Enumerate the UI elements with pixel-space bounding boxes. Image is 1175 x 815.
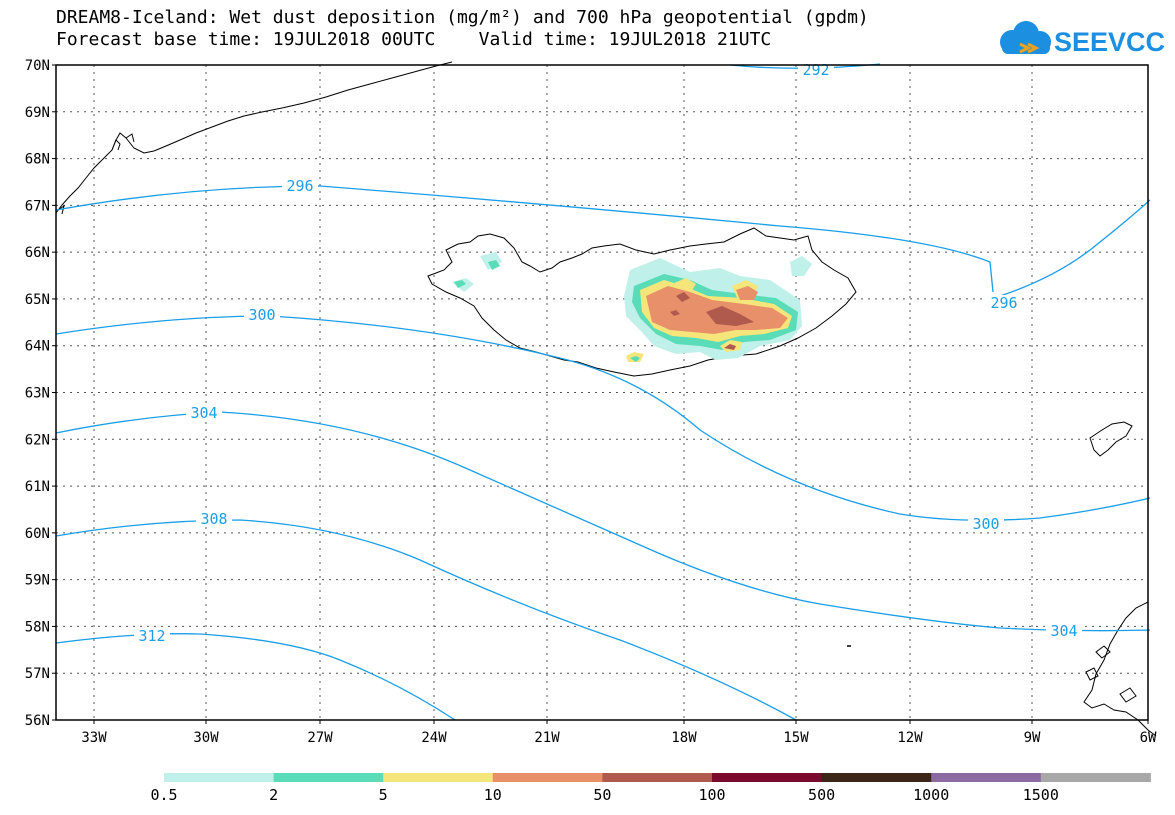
contour-label-bg bbox=[986, 295, 1022, 311]
contour-label: 300 bbox=[248, 306, 275, 324]
lat-label: 57N bbox=[25, 666, 50, 682]
lat-label: 67N bbox=[25, 198, 50, 214]
contour-296-east bbox=[999, 199, 1151, 297]
legend-label: 10 bbox=[484, 786, 502, 804]
longitude-axis: 33W 30W 27W 24W 21W 18W 15W 12W 9W 6W bbox=[81, 720, 1157, 746]
contour-308 bbox=[55, 519, 797, 721]
legend-label: 2 bbox=[269, 786, 278, 804]
lat-label: 64N bbox=[25, 339, 50, 355]
lon-label: 24W bbox=[421, 730, 447, 746]
lon-label: 9W bbox=[1024, 730, 1041, 746]
legend-swatch bbox=[712, 773, 823, 782]
legend-labels: 0.5 2 5 10 50 100 500 1000 1500 bbox=[150, 786, 1058, 804]
lat-label: 62N bbox=[25, 432, 50, 448]
lat-label: 56N bbox=[25, 713, 50, 729]
contour-304 bbox=[55, 411, 1151, 632]
contour-label: 300 bbox=[972, 515, 999, 533]
scotland-islands bbox=[1085, 645, 1137, 703]
seevccc-logo: SEEVCCC bbox=[1000, 21, 1165, 57]
contour-label: 296 bbox=[286, 177, 313, 195]
color-legend bbox=[164, 773, 1151, 782]
lat-label: 65N bbox=[25, 292, 50, 308]
lat-label: 61N bbox=[25, 479, 50, 495]
legend-swatch bbox=[602, 773, 713, 782]
contour-label: 304 bbox=[1050, 622, 1077, 640]
lon-label: 30W bbox=[193, 730, 219, 746]
legend-label: 1000 bbox=[913, 786, 949, 804]
faroe-islands-coastline bbox=[1089, 421, 1133, 457]
contour-label-bg bbox=[196, 511, 232, 527]
lat-label: 66N bbox=[25, 245, 50, 261]
lat-label: 69N bbox=[25, 105, 50, 121]
contour-label-bg bbox=[968, 516, 1004, 532]
legend-swatch bbox=[164, 773, 275, 782]
scotland-coastline bbox=[1083, 601, 1157, 737]
contour-label-bg bbox=[244, 307, 280, 323]
map-grid bbox=[56, 65, 1148, 720]
legend-swatch bbox=[821, 773, 932, 782]
lat-label: 59N bbox=[25, 573, 50, 589]
logo-text: SEEVCCC bbox=[1054, 27, 1165, 57]
greenland-coastline bbox=[55, 61, 453, 214]
map-subtitle: Forecast base time: 19JUL2018 00UTC Vali… bbox=[56, 29, 772, 50]
legend-label: 1500 bbox=[1023, 786, 1059, 804]
lon-label: 12W bbox=[897, 730, 923, 746]
lat-label: 70N bbox=[25, 58, 50, 74]
contour-label: 304 bbox=[190, 404, 217, 422]
lat-label: 58N bbox=[25, 619, 50, 635]
contour-label: 296 bbox=[990, 294, 1017, 312]
lat-label: 63N bbox=[25, 386, 50, 402]
contour-312 bbox=[55, 633, 456, 721]
legend-swatch bbox=[273, 773, 384, 782]
contour-label-bg bbox=[798, 62, 834, 78]
contour-labels: 292 296 296 300 300 304 304 308 312 bbox=[134, 61, 1082, 645]
dust-deposition-shading bbox=[452, 252, 812, 362]
lat-label: 60N bbox=[25, 526, 50, 542]
contour-label-bg bbox=[134, 628, 170, 644]
legend-swatch bbox=[383, 773, 494, 782]
contour-label: 308 bbox=[200, 510, 227, 528]
contour-label-bg bbox=[282, 178, 318, 194]
latitude-axis: 70N 69N 68N 67N 66N 65N 64N 63N 62N 61N 60N 59N 58N 5… bbox=[25, 58, 56, 729]
map-title: DREAM8-Iceland: Wet dust deposition (mg/… bbox=[56, 7, 869, 28]
contour-label: 312 bbox=[138, 627, 165, 645]
lon-label: 27W bbox=[307, 730, 333, 746]
contour-label: 292 bbox=[802, 61, 829, 79]
legend-swatch bbox=[492, 773, 603, 782]
legend-label: 0.5 bbox=[150, 786, 177, 804]
lon-label: 33W bbox=[81, 730, 107, 746]
lon-label: 18W bbox=[671, 730, 697, 746]
lon-label: 21W bbox=[534, 730, 560, 746]
contour-296-west bbox=[55, 185, 994, 293]
greenland-coast-detail bbox=[57, 133, 135, 215]
legend-label: 5 bbox=[379, 786, 388, 804]
lon-label: 6W bbox=[1140, 730, 1157, 746]
legend-swatch bbox=[931, 773, 1042, 782]
legend-swatch bbox=[1040, 773, 1151, 782]
lat-label: 68N bbox=[25, 152, 50, 168]
contour-label-bg bbox=[186, 405, 222, 421]
contour-label-bg bbox=[1046, 623, 1082, 639]
lon-label: 15W bbox=[783, 730, 809, 746]
legend-label: 500 bbox=[808, 786, 835, 804]
legend-label: 50 bbox=[593, 786, 611, 804]
cloud-icon bbox=[1000, 21, 1051, 54]
legend-label: 100 bbox=[698, 786, 725, 804]
iceland-coastline bbox=[427, 227, 857, 377]
